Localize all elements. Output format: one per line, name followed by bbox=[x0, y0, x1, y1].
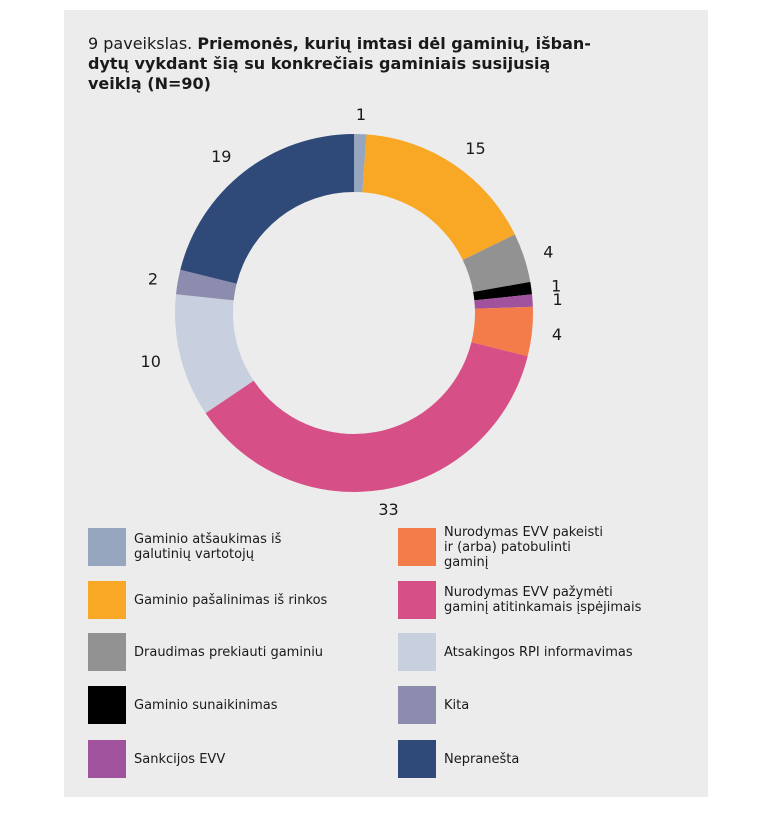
slice-value-label: 4 bbox=[543, 243, 553, 262]
donut-slice bbox=[175, 269, 237, 301]
donut-slice bbox=[474, 294, 533, 309]
donut-slice bbox=[473, 281, 533, 301]
donut-slice bbox=[471, 306, 533, 357]
slice-value-label: 10 bbox=[141, 352, 161, 371]
donut-slice bbox=[462, 234, 531, 292]
donut-slice bbox=[174, 294, 254, 414]
figure-caption: Priemonės, kurių imtasi dėl gaminių, išb… bbox=[88, 34, 591, 93]
donut-slice bbox=[205, 342, 528, 492]
donut-slice bbox=[354, 134, 367, 193]
donut-slice bbox=[362, 134, 515, 260]
slice-value-label: 33 bbox=[378, 500, 398, 519]
chart-title: 9 paveikslas. Priemonės, kurių imtasi dė… bbox=[88, 34, 608, 94]
slice-value-label: 1 bbox=[551, 276, 561, 295]
slice-value-label: 1 bbox=[356, 105, 366, 124]
donut-slice bbox=[180, 134, 354, 284]
figure-number: 9 paveikslas. bbox=[88, 34, 193, 53]
slice-value-label: 1 bbox=[553, 290, 563, 309]
slice-value-label: 19 bbox=[211, 147, 231, 166]
slice-value-label: 15 bbox=[465, 139, 485, 158]
slice-value-label: 4 bbox=[552, 325, 562, 344]
slice-value-label: 2 bbox=[148, 269, 158, 288]
